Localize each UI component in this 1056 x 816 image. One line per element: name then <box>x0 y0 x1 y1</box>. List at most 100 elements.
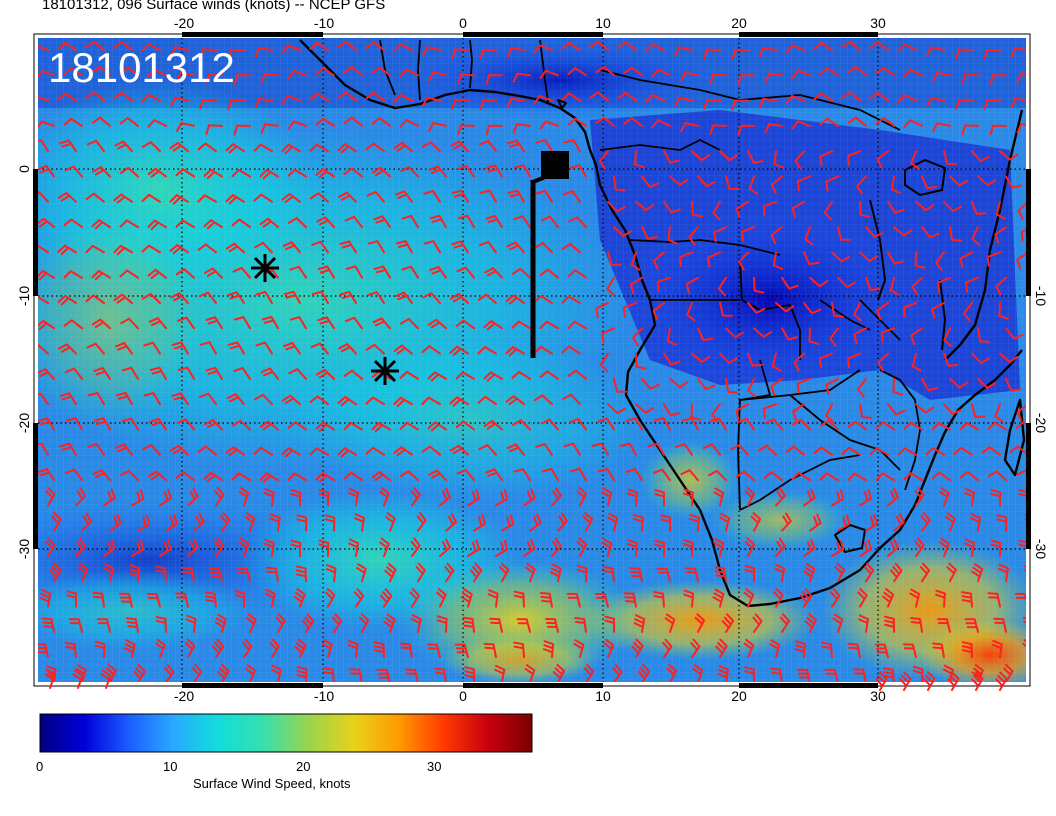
wind-barb <box>943 150 958 165</box>
wind-barb <box>1018 489 1026 497</box>
wind-barb <box>38 69 55 78</box>
wind-barb <box>675 443 693 456</box>
wind-barb <box>569 164 587 178</box>
wind-barb <box>561 242 581 254</box>
wind-barb <box>971 150 990 162</box>
wind-barb <box>949 377 969 389</box>
wind-barb <box>147 470 167 482</box>
wind-barb <box>651 119 671 128</box>
wind-barb <box>541 467 559 482</box>
wind-barb <box>290 539 302 557</box>
wind-barb <box>1016 252 1026 270</box>
wind-barb <box>175 268 195 279</box>
wind-barb <box>524 664 536 682</box>
wind-barb <box>287 421 307 431</box>
wind-barb <box>57 192 77 203</box>
wind-barb <box>757 444 777 456</box>
wind-barb <box>943 200 962 213</box>
wind-barb <box>176 122 195 132</box>
wind-barb <box>317 316 335 330</box>
wind-barb <box>669 175 689 186</box>
wind-barb <box>713 538 725 557</box>
wind-barb <box>971 200 987 215</box>
wind-barb <box>943 403 962 415</box>
wind-barb <box>184 638 196 659</box>
wind-barb <box>623 66 643 77</box>
wind-barb <box>457 214 475 229</box>
wind-barb <box>949 175 969 187</box>
wind-barb <box>439 487 451 507</box>
wind-barb <box>785 445 805 456</box>
wind-barb <box>601 327 615 344</box>
wind-barb <box>63 67 83 77</box>
wind-barb <box>86 139 105 153</box>
wind-barb <box>59 442 77 456</box>
wind-barb <box>399 370 419 380</box>
wind-barb <box>197 194 217 203</box>
wind-barb <box>349 668 363 682</box>
wind-barb <box>119 166 139 178</box>
wind-barb <box>226 393 245 406</box>
wind-barb <box>847 420 867 431</box>
wind-barb <box>853 302 863 322</box>
wind-barb <box>205 316 223 330</box>
wind-barb <box>507 189 525 203</box>
wind-barb <box>961 73 979 85</box>
wind-barb <box>371 117 391 127</box>
wind-barb <box>823 200 833 221</box>
wind-barb <box>384 562 397 583</box>
wind-barb <box>394 291 413 304</box>
wind-barb <box>534 242 553 254</box>
wind-barb <box>602 566 615 583</box>
wind-barb <box>513 215 531 229</box>
x-tick-bottom-30: 30 <box>870 688 886 704</box>
wind-barb <box>813 92 833 102</box>
x-tick-bottom-20: 20 <box>731 688 747 704</box>
wind-barb <box>932 122 951 133</box>
wind-barb <box>227 341 245 355</box>
wind-barb <box>287 217 307 229</box>
wind-barb <box>574 617 587 633</box>
wind-barb <box>231 218 251 229</box>
wind-barb <box>513 590 525 608</box>
wind-barb <box>613 175 626 192</box>
wind-barb <box>995 276 1007 296</box>
wind-barb <box>479 99 497 111</box>
wind-barb <box>58 343 77 355</box>
wind-barb <box>903 119 923 129</box>
wind-barb <box>57 244 77 255</box>
wind-barb <box>401 215 419 229</box>
wind-barb <box>38 139 49 153</box>
wind-barb <box>373 215 391 229</box>
wind-barb <box>899 671 912 691</box>
wind-barb <box>141 43 161 52</box>
wind-barb <box>109 513 122 532</box>
wind-barb <box>290 489 302 507</box>
wind-barb <box>656 276 671 293</box>
wind-barb <box>38 95 49 102</box>
wind-barb <box>669 377 689 389</box>
wind-barb <box>977 377 997 389</box>
wind-barb <box>921 226 940 239</box>
wind-barb <box>568 418 587 431</box>
wind-barb <box>552 663 565 682</box>
wind-barb <box>595 116 615 127</box>
wind-barb <box>77 562 89 583</box>
wind-barb <box>260 72 279 83</box>
wind-barb <box>225 446 245 457</box>
wind-barb <box>744 565 755 583</box>
wind-barb <box>981 446 1001 456</box>
wind-barb <box>804 226 814 246</box>
wind-barb <box>477 395 497 406</box>
wind-barb <box>680 71 699 82</box>
wind-barb <box>75 487 87 507</box>
wind-barb <box>315 168 335 179</box>
wind-barb <box>825 377 839 395</box>
wind-barb <box>803 302 822 315</box>
wind-barb <box>914 537 925 557</box>
wind-barb <box>612 664 623 682</box>
wind-barb <box>147 268 167 279</box>
wind-barb <box>819 117 839 127</box>
wind-barb <box>505 395 525 406</box>
wind-barb <box>343 66 363 77</box>
